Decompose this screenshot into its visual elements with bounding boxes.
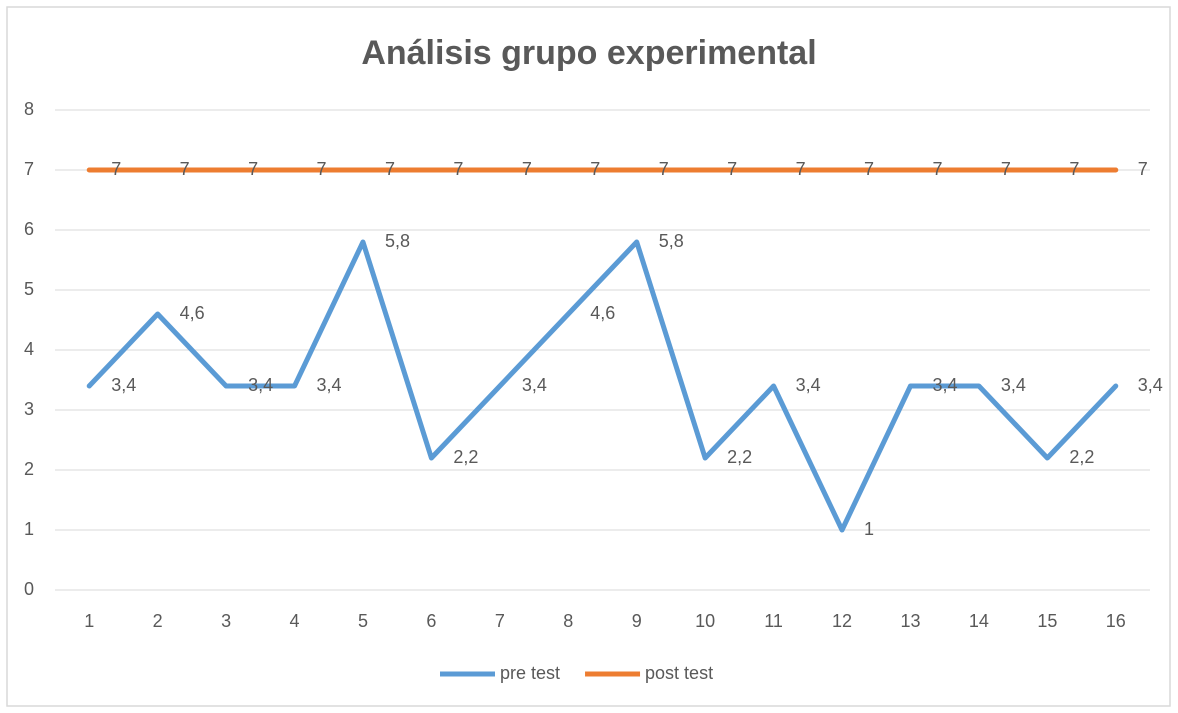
x-tick-label: 6 (426, 611, 436, 631)
data-label: 3,4 (1138, 375, 1163, 395)
data-label: 7 (522, 159, 532, 179)
x-tick-label: 5 (358, 611, 368, 631)
x-tick-label: 14 (969, 611, 989, 631)
data-label: 7 (796, 159, 806, 179)
y-tick-label: 4 (24, 339, 34, 359)
data-label: 2,2 (453, 447, 478, 467)
x-tick-label: 15 (1037, 611, 1057, 631)
data-label: 3,4 (111, 375, 136, 395)
data-label: 1 (864, 519, 874, 539)
data-label: 3,4 (796, 375, 821, 395)
x-tick-label: 1 (84, 611, 94, 631)
data-label: 7 (659, 159, 669, 179)
x-tick-label: 12 (832, 611, 852, 631)
x-tick-label: 7 (495, 611, 505, 631)
x-tick-label: 3 (221, 611, 231, 631)
data-label: 7 (590, 159, 600, 179)
y-tick-label: 0 (24, 579, 34, 599)
chart-border (6, 6, 1171, 707)
data-label: 3,4 (932, 375, 957, 395)
x-tick-label: 8 (563, 611, 573, 631)
data-label: 7 (248, 159, 258, 179)
data-label: 7 (453, 159, 463, 179)
data-label: 3,4 (317, 375, 342, 395)
data-label: 4,6 (180, 303, 205, 323)
y-tick-label: 8 (24, 99, 34, 119)
data-label: 7 (111, 159, 121, 179)
x-tick-label: 4 (290, 611, 300, 631)
data-label: 7 (180, 159, 190, 179)
data-label: 3,4 (248, 375, 273, 395)
data-label: 5,8 (385, 231, 410, 251)
data-label: 2,2 (1069, 447, 1094, 467)
data-label: 3,4 (1001, 375, 1026, 395)
data-label: 7 (317, 159, 327, 179)
x-tick-label: 2 (153, 611, 163, 631)
data-label: 3,4 (522, 375, 547, 395)
data-label: 5,8 (659, 231, 684, 251)
y-tick-label: 7 (24, 159, 34, 179)
series-line (86, 239, 1119, 533)
legend-label: pre test (500, 663, 560, 683)
y-tick-label: 2 (24, 459, 34, 479)
x-tick-label: 13 (900, 611, 920, 631)
y-tick-label: 6 (24, 219, 34, 239)
y-tick-label: 3 (24, 399, 34, 419)
data-label: 7 (385, 159, 395, 179)
y-tick-label: 5 (24, 279, 34, 299)
data-label: 4,6 (590, 303, 615, 323)
x-tick-label: 11 (764, 611, 783, 631)
data-label: 2,2 (727, 447, 752, 467)
x-tick-label: 16 (1106, 611, 1126, 631)
data-label: 7 (864, 159, 874, 179)
chart-title: Análisis grupo experimental (361, 34, 816, 72)
data-label: 7 (727, 159, 737, 179)
data-label: 7 (1138, 159, 1148, 179)
data-label: 7 (1001, 159, 1011, 179)
data-label: 7 (932, 159, 942, 179)
x-tick-label: 10 (695, 611, 715, 631)
data-label: 7 (1069, 159, 1079, 179)
x-tick-label: 9 (632, 611, 642, 631)
y-tick-label: 1 (24, 519, 34, 539)
legend-label: post test (645, 663, 713, 683)
